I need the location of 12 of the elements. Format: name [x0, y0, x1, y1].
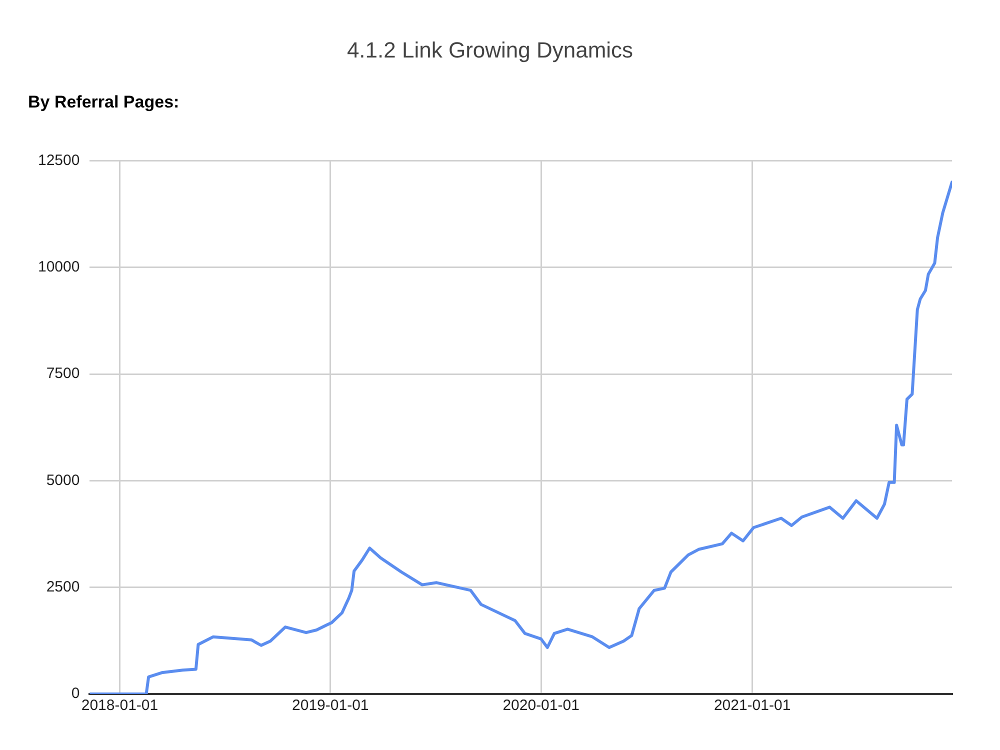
- y-tick-label: 7500: [46, 365, 80, 382]
- chart-title: 4.1.2 Link Growing Dynamics: [346, 37, 634, 62]
- y-tick-label: 10000: [38, 258, 80, 276]
- x-tick-label: 2020-01-01: [502, 697, 580, 714]
- x-tick-label: 2018-01-01: [81, 697, 158, 714]
- y-tick-label: 2500: [46, 578, 80, 596]
- y-tick-label: 12500: [38, 152, 80, 169]
- y-tick-label: 5000: [46, 472, 80, 489]
- x-tick-label: 2021-01-01: [714, 697, 791, 714]
- chart-subtitle: By Referral Pages:: [28, 92, 180, 112]
- y-tick-label: 0: [71, 685, 80, 702]
- x-tick-label: 2019-01-01: [292, 697, 369, 714]
